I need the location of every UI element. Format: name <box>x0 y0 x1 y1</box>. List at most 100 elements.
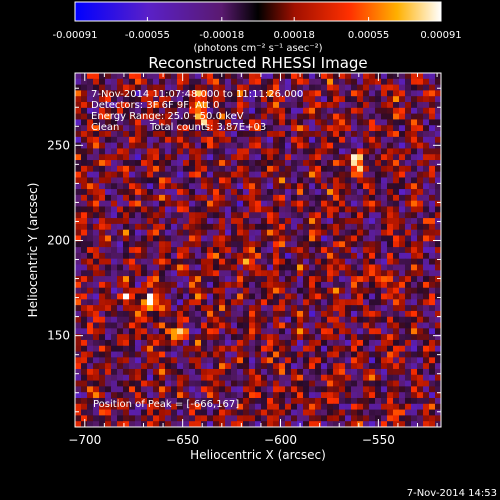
image-pixel <box>321 351 328 358</box>
image-pixel <box>123 177 130 184</box>
image-pixel <box>141 374 148 381</box>
image-pixel <box>147 200 154 207</box>
image-pixel <box>129 351 136 358</box>
image-pixel <box>279 96 286 103</box>
image-pixel <box>369 136 376 144</box>
image-pixel <box>111 403 118 410</box>
image-pixel <box>279 113 286 120</box>
image-pixel <box>333 113 340 120</box>
image-pixel <box>435 131 441 138</box>
image-pixel <box>141 125 148 132</box>
image-pixel <box>387 421 394 427</box>
image-pixel <box>375 119 382 126</box>
image-pixel <box>165 212 172 219</box>
image-pixel <box>195 409 202 416</box>
image-pixel <box>315 194 322 202</box>
image-pixel <box>201 421 208 427</box>
image-pixel <box>135 270 142 277</box>
image-pixel <box>321 264 328 271</box>
image-pixel <box>231 125 238 132</box>
image-pixel <box>195 177 202 184</box>
image-pixel <box>105 270 112 277</box>
image-pixel <box>249 183 256 190</box>
image-pixel <box>369 363 376 370</box>
image-pixel <box>225 386 232 393</box>
image-pixel <box>243 212 250 219</box>
image-pixel <box>213 218 220 225</box>
image-pixel <box>219 252 226 260</box>
image-pixel <box>411 409 418 416</box>
image-pixel <box>249 78 256 85</box>
image-pixel <box>135 322 142 329</box>
image-pixel <box>267 334 274 341</box>
image-pixel <box>363 218 370 225</box>
image-pixel <box>219 96 226 103</box>
image-pixel <box>429 403 436 410</box>
image-pixel <box>81 183 88 190</box>
image-pixel <box>243 194 250 202</box>
image-pixel <box>285 339 292 347</box>
image-pixel <box>423 96 430 103</box>
image-pixel <box>201 299 208 306</box>
image-pixel <box>183 107 190 115</box>
image-pixel <box>327 142 334 149</box>
image-pixel <box>219 293 226 300</box>
image-pixel <box>351 96 358 103</box>
image-pixel <box>381 212 388 219</box>
image-pixel <box>297 380 304 387</box>
image-pixel <box>309 409 316 416</box>
image-pixel <box>369 305 376 312</box>
image-pixel <box>339 339 346 347</box>
image-pixel <box>279 102 286 109</box>
image-pixel <box>399 293 406 300</box>
image-pixel <box>261 386 268 393</box>
image-pixel <box>399 287 406 294</box>
image-pixel <box>297 247 304 254</box>
image-pixel <box>183 380 190 387</box>
image-pixel <box>429 189 436 196</box>
image-pixel <box>165 380 172 387</box>
image-pixel <box>99 403 106 410</box>
image-pixel <box>327 200 334 207</box>
image-pixel <box>261 322 268 329</box>
image-pixel <box>105 409 112 416</box>
image-pixel <box>195 357 202 364</box>
image-pixel <box>345 368 352 376</box>
image-pixel <box>129 328 136 335</box>
image-pixel <box>117 386 124 393</box>
image-pixel <box>87 125 94 132</box>
image-pixel <box>183 421 190 427</box>
image-pixel <box>357 90 364 97</box>
image-pixel <box>249 131 256 138</box>
image-pixel <box>387 287 394 294</box>
image-pixel <box>279 403 286 410</box>
image-pixel <box>411 189 418 196</box>
image-pixel <box>405 142 412 149</box>
image-pixel <box>279 223 286 231</box>
image-pixel <box>399 113 406 120</box>
image-pixel <box>333 363 340 370</box>
image-pixel <box>333 386 340 393</box>
image-pixel <box>405 78 412 85</box>
image-pixel <box>321 322 328 329</box>
image-pixel <box>165 171 172 178</box>
image-pixel <box>87 305 94 312</box>
image-pixel <box>141 281 148 289</box>
image-pixel <box>333 90 340 97</box>
image-pixel <box>213 421 220 427</box>
image-pixel <box>303 212 310 219</box>
image-pixel <box>267 363 274 370</box>
image-pixel <box>159 299 166 306</box>
image-pixel <box>285 206 292 213</box>
image-pixel <box>81 392 88 399</box>
image-pixel <box>243 270 250 277</box>
image-pixel <box>219 177 226 184</box>
image-pixel <box>261 200 268 207</box>
image-pixel <box>351 90 358 97</box>
image-pixel <box>417 218 424 225</box>
image-pixel <box>99 339 106 347</box>
image-pixel <box>417 194 424 202</box>
image-pixel <box>423 380 430 387</box>
image-pixel <box>171 415 178 422</box>
image-pixel <box>255 363 262 370</box>
